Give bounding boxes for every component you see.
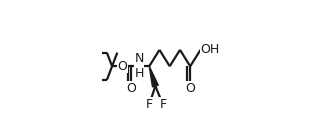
Text: N
H: N H [134, 52, 144, 80]
Polygon shape [149, 66, 158, 87]
Text: O: O [126, 82, 136, 95]
Text: F: F [159, 98, 166, 111]
Text: OH: OH [201, 43, 220, 56]
Text: O: O [118, 60, 128, 73]
Text: O: O [185, 82, 195, 95]
Text: F: F [146, 98, 153, 111]
